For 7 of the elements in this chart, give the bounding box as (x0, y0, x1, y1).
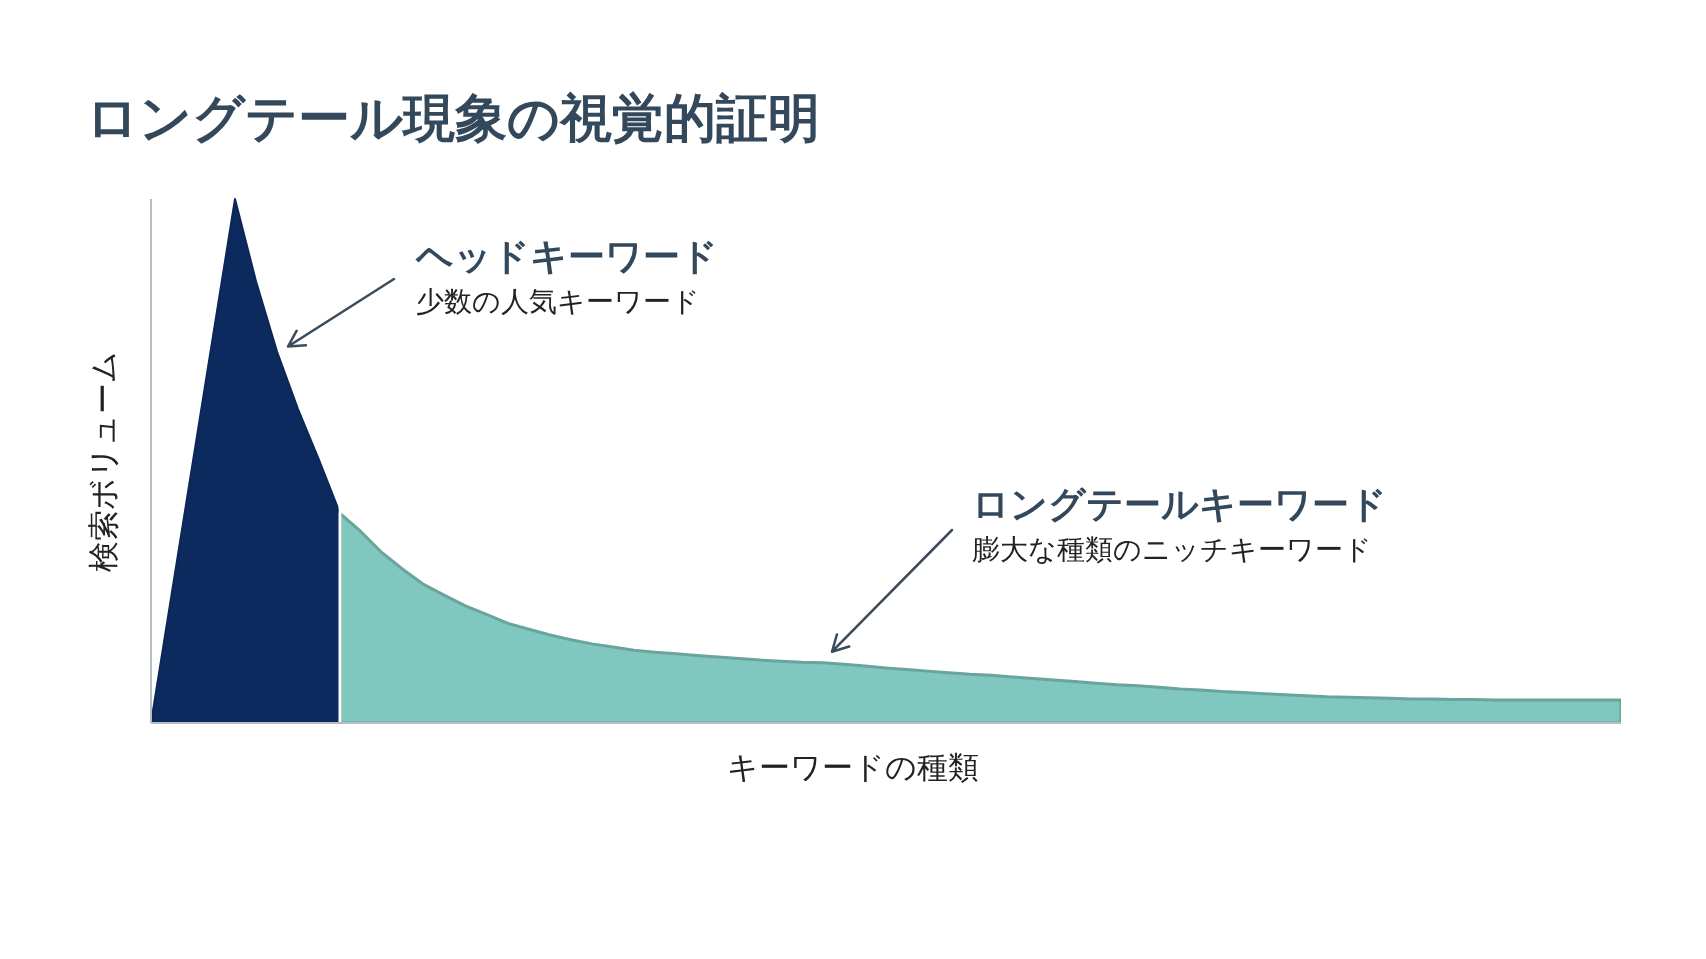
annotation: ロングテールキーワード (972, 483, 1387, 526)
chart-title: ロングテール現象の視覚的証明 (86, 88, 820, 148)
y-axis-title: 検索ボリューム (85, 350, 121, 572)
annotation: ヘッドキーワード (415, 235, 718, 278)
annotation: 少数の人気キーワード (416, 285, 700, 318)
annotation: 膨大な種類のニッチキーワード (972, 533, 1372, 566)
x-axis-title: キーワードの種類 (727, 749, 979, 785)
